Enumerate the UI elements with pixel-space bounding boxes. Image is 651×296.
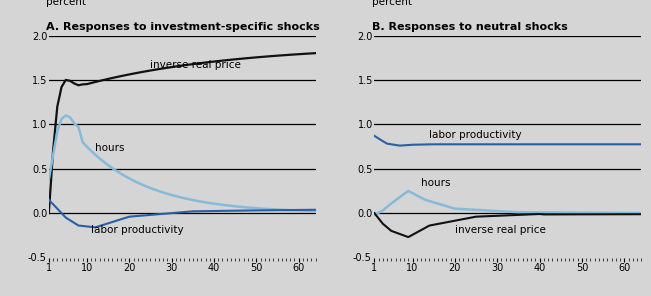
Text: hours: hours	[421, 178, 450, 189]
Text: inverse real price: inverse real price	[455, 225, 546, 235]
Text: -0.5: -0.5	[27, 252, 46, 263]
Text: A. Responses to investment-specific shocks: A. Responses to investment-specific shoc…	[46, 22, 320, 32]
Text: hours: hours	[96, 143, 125, 153]
Text: percent: percent	[46, 0, 86, 7]
Text: inverse real price: inverse real price	[150, 60, 242, 70]
Text: -0.5: -0.5	[353, 252, 372, 263]
Text: labor productivity: labor productivity	[430, 130, 522, 140]
Text: percent: percent	[372, 0, 411, 7]
Text: B. Responses to neutral shocks: B. Responses to neutral shocks	[372, 22, 568, 32]
Text: labor productivity: labor productivity	[91, 225, 184, 235]
